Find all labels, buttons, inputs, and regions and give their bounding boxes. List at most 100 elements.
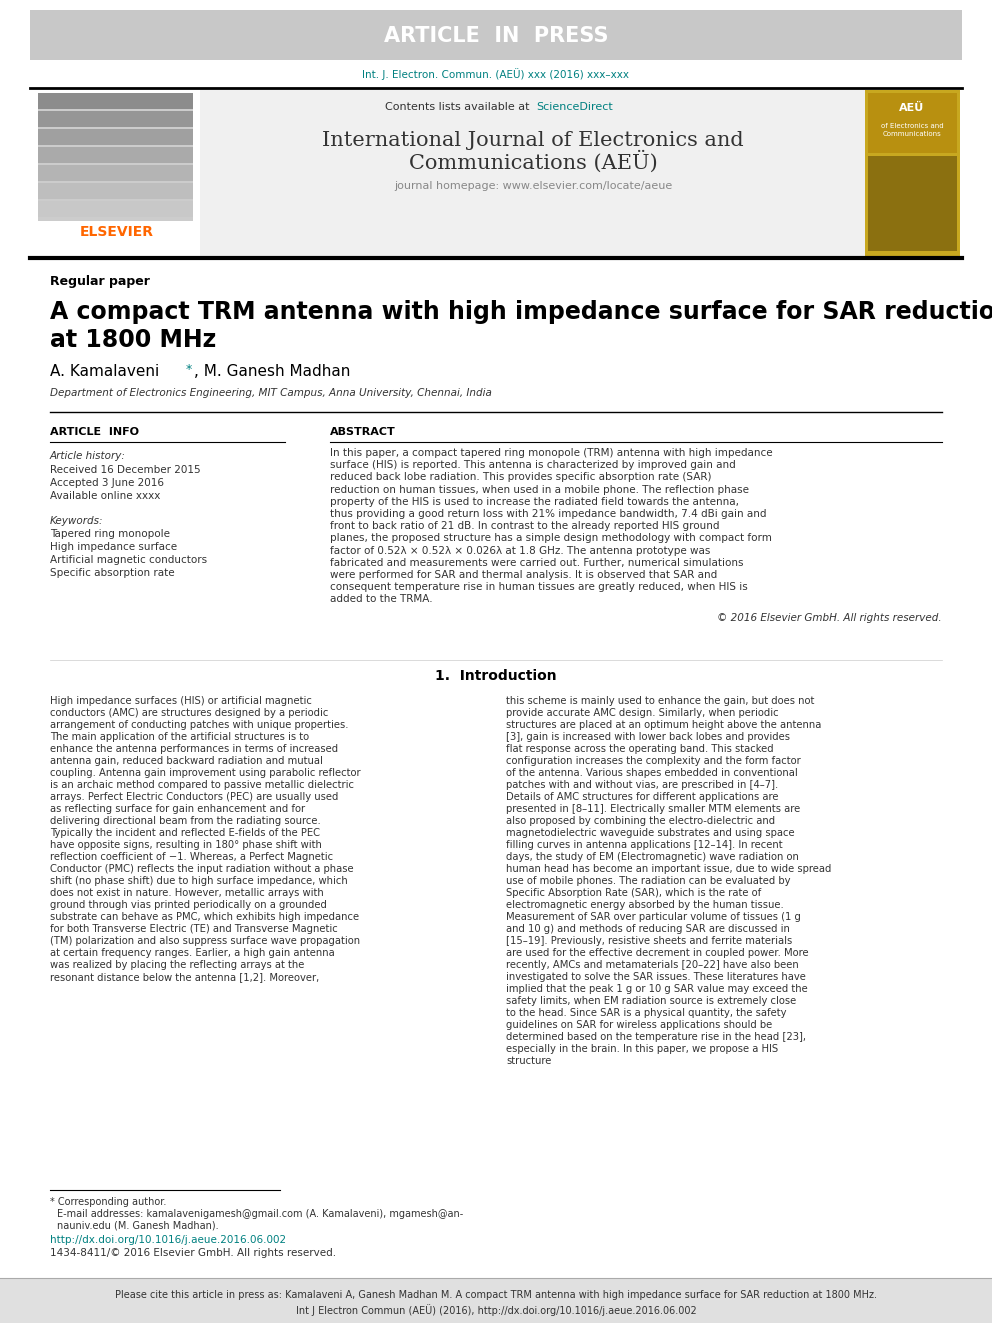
Bar	[865, 90, 960, 255]
Text: thus providing a good return loss with 21% impedance bandwidth, 7.4 dBi gain and: thus providing a good return loss with 2…	[330, 509, 767, 519]
Text: implied that the peak 1 g or 10 g SAR value may exceed the: implied that the peak 1 g or 10 g SAR va…	[506, 984, 807, 994]
Text: High impedance surfaces (HIS) or artificial magnetic: High impedance surfaces (HIS) or artific…	[50, 696, 311, 706]
Text: presented in [8–11]. Electrically smaller MTM elements are: presented in [8–11]. Electrically smalle…	[506, 804, 801, 814]
Text: © 2016 Elsevier GmbH. All rights reserved.: © 2016 Elsevier GmbH. All rights reserve…	[717, 613, 942, 623]
Text: ABSTRACT: ABSTRACT	[330, 427, 396, 437]
Text: Keywords:: Keywords:	[50, 516, 103, 527]
Text: shift (no phase shift) due to high surface impedance, which: shift (no phase shift) due to high surfa…	[50, 876, 348, 886]
Text: reflection coefficient of −1. Whereas, a Perfect Magnetic: reflection coefficient of −1. Whereas, a…	[50, 852, 333, 863]
Text: Available online xxxx: Available online xxxx	[50, 491, 161, 501]
Text: 1434-8411/© 2016 Elsevier GmbH. All rights reserved.: 1434-8411/© 2016 Elsevier GmbH. All righ…	[50, 1248, 336, 1258]
Text: of Electronics and
Communications: of Electronics and Communications	[881, 123, 943, 136]
Text: structures are placed at an optimum height above the antenna: structures are placed at an optimum heig…	[506, 720, 821, 730]
Text: High impedance surface: High impedance surface	[50, 542, 178, 552]
Bar	[38, 93, 193, 221]
Text: ARTICLE  IN  PRESS: ARTICLE IN PRESS	[384, 26, 608, 46]
Text: use of mobile phones. The radiation can be evaluated by: use of mobile phones. The radiation can …	[506, 876, 791, 886]
Bar	[0, 1278, 992, 1323]
Text: arrays. Perfect Electric Conductors (PEC) are usually used: arrays. Perfect Electric Conductors (PEC…	[50, 792, 338, 802]
Text: resonant distance below the antenna [1,2]. Moreover,: resonant distance below the antenna [1,2…	[50, 972, 319, 982]
Text: patches with and without vias, are prescribed in [4–7].: patches with and without vias, are presc…	[506, 781, 779, 790]
Text: Contents lists available at: Contents lists available at	[385, 102, 533, 112]
Text: this scheme is mainly used to enhance the gain, but does not: this scheme is mainly used to enhance th…	[506, 696, 814, 706]
Text: ARTICLE  INFO: ARTICLE INFO	[50, 427, 139, 437]
Bar	[38, 165, 193, 181]
Text: Typically the incident and reflected E-fields of the PEC: Typically the incident and reflected E-f…	[50, 828, 320, 837]
Text: arrangement of conducting patches with unique properties.: arrangement of conducting patches with u…	[50, 720, 348, 730]
Text: electromagnetic energy absorbed by the human tissue.: electromagnetic energy absorbed by the h…	[506, 900, 784, 910]
Text: especially in the brain. In this paper, we propose a HIS: especially in the brain. In this paper, …	[506, 1044, 778, 1054]
Text: reduction on human tissues, when used in a mobile phone. The reflection phase: reduction on human tissues, when used in…	[330, 484, 749, 495]
Text: A. Kamalaveni: A. Kamalaveni	[50, 365, 160, 380]
Text: front to back ratio of 21 dB. In contrast to the already reported HIS ground: front to back ratio of 21 dB. In contras…	[330, 521, 719, 532]
Text: Accepted 3 June 2016: Accepted 3 June 2016	[50, 478, 164, 488]
Text: Details of AMC structures for different applications are: Details of AMC structures for different …	[506, 792, 779, 802]
Text: and 10 g) and methods of reducing SAR are discussed in: and 10 g) and methods of reducing SAR ar…	[506, 923, 790, 934]
Text: determined based on the temperature rise in the head [23],: determined based on the temperature rise…	[506, 1032, 806, 1043]
Text: Department of Electronics Engineering, MIT Campus, Anna University, Chennai, Ind: Department of Electronics Engineering, M…	[50, 388, 492, 398]
Text: configuration increases the complexity and the form factor: configuration increases the complexity a…	[506, 755, 801, 766]
Text: surface (HIS) is reported. This antenna is characterized by improved gain and: surface (HIS) is reported. This antenna …	[330, 460, 736, 470]
Text: ELSEVIER: ELSEVIER	[80, 225, 154, 239]
Text: flat response across the operating band. This stacked: flat response across the operating band.…	[506, 744, 774, 754]
Text: have opposite signs, resulting in 180° phase shift with: have opposite signs, resulting in 180° p…	[50, 840, 321, 849]
Text: does not exist in nature. However, metallic arrays with: does not exist in nature. However, metal…	[50, 888, 323, 898]
Text: 1.  Introduction: 1. Introduction	[435, 669, 557, 683]
Text: Please cite this article in press as: Kamalaveni A, Ganesh Madhan M. A compact T: Please cite this article in press as: Ka…	[115, 1290, 877, 1301]
Text: Int. J. Electron. Commun. (AEÜ) xxx (2016) xxx–xxx: Int. J. Electron. Commun. (AEÜ) xxx (201…	[362, 67, 630, 79]
Text: E-mail addresses: kamalavenigamesh@gmail.com (A. Kamalaveni), mgamesh@an-: E-mail addresses: kamalavenigamesh@gmail…	[57, 1209, 463, 1218]
Text: at certain frequency ranges. Earlier, a high gain antenna: at certain frequency ranges. Earlier, a …	[50, 949, 334, 958]
Text: nauniv.edu (M. Ganesh Madhan).: nauniv.edu (M. Ganesh Madhan).	[57, 1220, 218, 1230]
Text: was realized by placing the reflecting arrays at the: was realized by placing the reflecting a…	[50, 960, 305, 970]
Text: recently, AMCs and metamaterials [20–22] have also been: recently, AMCs and metamaterials [20–22]…	[506, 960, 799, 970]
Text: *: *	[186, 363, 192, 376]
Text: are used for the effective decrement in coupled power. More: are used for the effective decrement in …	[506, 949, 808, 958]
Text: ScienceDirect: ScienceDirect	[536, 102, 613, 112]
Text: of the antenna. Various shapes embedded in conventional: of the antenna. Various shapes embedded …	[506, 767, 798, 778]
Text: investigated to solve the SAR issues. These literatures have: investigated to solve the SAR issues. Th…	[506, 972, 806, 982]
Text: * Corresponding author.: * Corresponding author.	[50, 1197, 167, 1207]
Text: [3], gain is increased with lower back lobes and provides: [3], gain is increased with lower back l…	[506, 732, 790, 742]
Text: added to the TRMA.: added to the TRMA.	[330, 594, 433, 605]
Text: Specific Absorption Rate (SAR), which is the rate of: Specific Absorption Rate (SAR), which is…	[506, 888, 761, 898]
Text: Communications (AEÜ): Communications (AEÜ)	[409, 151, 658, 173]
Text: Conductor (PMC) reflects the input radiation without a phase: Conductor (PMC) reflects the input radia…	[50, 864, 353, 875]
Text: journal homepage: www.elsevier.com/locate/aeue: journal homepage: www.elsevier.com/locat…	[394, 181, 673, 191]
Bar	[30, 89, 200, 258]
Text: (TM) polarization and also suppress surface wave propagation: (TM) polarization and also suppress surf…	[50, 935, 360, 946]
Text: Measurement of SAR over particular volume of tissues (1 g: Measurement of SAR over particular volum…	[506, 912, 801, 922]
Text: is an archaic method compared to passive metallic dielectric: is an archaic method compared to passive…	[50, 781, 354, 790]
Text: Artificial magnetic conductors: Artificial magnetic conductors	[50, 556, 207, 565]
Bar	[38, 183, 193, 198]
Bar	[38, 130, 193, 146]
Text: at 1800 MHz: at 1800 MHz	[50, 328, 216, 352]
Text: International Journal of Electronics and: International Journal of Electronics and	[322, 131, 744, 149]
Text: The main application of the artificial structures is to: The main application of the artificial s…	[50, 732, 310, 742]
Text: antenna gain, reduced backward radiation and mutual: antenna gain, reduced backward radiation…	[50, 755, 322, 766]
Text: for both Transverse Electric (TE) and Transverse Magnetic: for both Transverse Electric (TE) and Tr…	[50, 923, 337, 934]
Text: provide accurate AMC design. Similarly, when periodic: provide accurate AMC design. Similarly, …	[506, 708, 779, 718]
Text: reduced back lobe radiation. This provides specific absorption rate (SAR): reduced back lobe radiation. This provid…	[330, 472, 711, 483]
Text: enhance the antenna performances in terms of increased: enhance the antenna performances in term…	[50, 744, 338, 754]
Text: Article history:: Article history:	[50, 451, 126, 460]
Text: were performed for SAR and thermal analysis. It is observed that SAR and: were performed for SAR and thermal analy…	[330, 570, 717, 579]
Bar	[38, 111, 193, 127]
Text: as reflecting surface for gain enhancement and for: as reflecting surface for gain enhanceme…	[50, 804, 306, 814]
Text: coupling. Antenna gain improvement using parabolic reflector: coupling. Antenna gain improvement using…	[50, 767, 361, 778]
Text: structure: structure	[506, 1056, 552, 1066]
Text: consequent temperature rise in human tissues are greatly reduced, when HIS is: consequent temperature rise in human tis…	[330, 582, 748, 593]
Text: planes, the proposed structure has a simple design methodology with compact form: planes, the proposed structure has a sim…	[330, 533, 772, 544]
Text: guidelines on SAR for wireless applications should be: guidelines on SAR for wireless applicati…	[506, 1020, 772, 1031]
Bar	[30, 11, 962, 60]
Text: Tapered ring monopole: Tapered ring monopole	[50, 529, 170, 538]
Text: property of the HIS is used to increase the radiated field towards the antenna,: property of the HIS is used to increase …	[330, 497, 739, 507]
Bar	[38, 147, 193, 163]
Text: to the head. Since SAR is a physical quantity, the safety: to the head. Since SAR is a physical qua…	[506, 1008, 787, 1017]
Bar	[38, 93, 193, 108]
Text: safety limits, when EM radiation source is extremely close: safety limits, when EM radiation source …	[506, 996, 797, 1005]
Text: also proposed by combining the electro-dielectric and: also proposed by combining the electro-d…	[506, 816, 775, 826]
Text: , M. Ganesh Madhan: , M. Ganesh Madhan	[194, 365, 350, 380]
Text: Received 16 December 2015: Received 16 December 2015	[50, 464, 200, 475]
Text: In this paper, a compact tapered ring monopole (TRM) antenna with high impedance: In this paper, a compact tapered ring mo…	[330, 448, 773, 458]
Text: human head has become an important issue, due to wide spread: human head has become an important issue…	[506, 864, 831, 875]
